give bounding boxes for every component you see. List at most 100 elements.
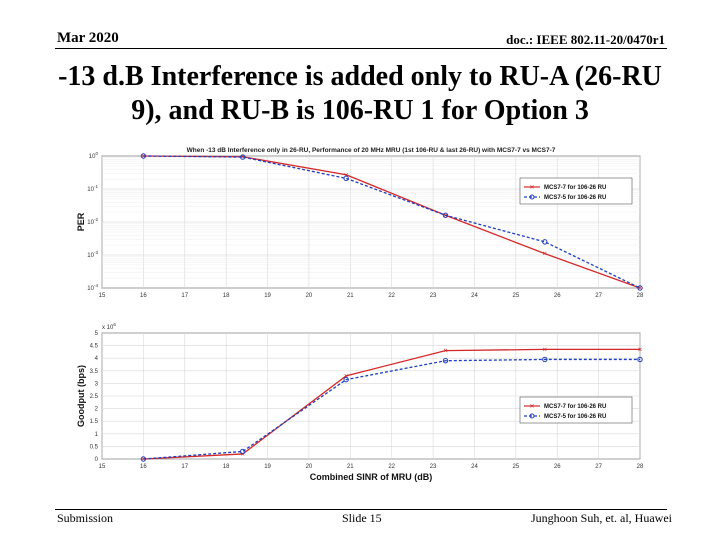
- x-tick-label: 17: [181, 464, 188, 470]
- chart-2: x 106 ✕ ✕ ✕ ✕ ✕ ✕ ✕ MCS7-7 for 106-26 RU MCS7-5 f…: [101, 322, 643, 463]
- data-point-marker: [240, 154, 246, 160]
- data-point-marker: [442, 358, 449, 364]
- x-tick-label: 19: [264, 464, 271, 470]
- legend-marker: [529, 194, 535, 200]
- legend-marker: ✕: [529, 404, 534, 410]
- chart-legend: ✕ MCS7-7 for 106-26 RU MCS7-5 for 106-26 R…: [519, 396, 633, 424]
- legend-box: [519, 396, 633, 424]
- data-point-marker: ✕: [141, 154, 146, 160]
- data-point-marker: ✕: [443, 213, 448, 219]
- y-tick-label: 4: [95, 356, 99, 362]
- footer-authors: Junghoon Suh, et. al, Huawei: [531, 511, 672, 525]
- y-tick-label: 5: [95, 331, 99, 337]
- legend-marker: [529, 413, 535, 419]
- x-axis-label: Combined SINR of MRU (dB): [310, 472, 432, 482]
- x-tick-label: 19: [264, 293, 271, 299]
- data-point-marker: ✕: [542, 347, 547, 353]
- data-point-marker: [240, 448, 246, 455]
- x-tick-label: 24: [471, 293, 478, 299]
- y-tick-label: 10-1: [87, 184, 98, 193]
- x-tick-label: 22: [388, 293, 395, 299]
- x-tick-label: 27: [595, 293, 602, 299]
- legend-label-1: MCS7-7 for 106-26 RU: [544, 185, 606, 191]
- data-point-marker: [542, 239, 548, 245]
- x-tick-label: 23: [430, 464, 437, 470]
- legend-box: [519, 177, 633, 205]
- x-tick-label: 18: [223, 464, 230, 470]
- y-tick-label: 2.5: [90, 394, 99, 400]
- x-tick-label: 16: [140, 464, 147, 470]
- y-tick-label: 10-4: [87, 283, 98, 292]
- x-tick-label: 28: [637, 293, 644, 299]
- legend-label-1: MCS7-7 for 106-26 RU: [544, 404, 606, 410]
- x-tick-label: 15: [99, 293, 106, 299]
- data-point-marker: [637, 285, 643, 291]
- y-tick-label: 100: [89, 151, 99, 160]
- series-line-1: [143, 348, 640, 460]
- y-tick-label: 3.5: [90, 369, 99, 375]
- x-tick-label: 24: [471, 464, 478, 470]
- data-point-marker: ✕: [240, 452, 245, 458]
- header-divider: [55, 48, 667, 49]
- x-tick-label: 26: [554, 464, 561, 470]
- x-tick-label: 25: [513, 464, 520, 470]
- header-doc-id: doc.: IEEE 802.11-20/0470r1: [506, 32, 665, 47]
- y-tick-label: 1: [95, 432, 99, 438]
- data-point-marker: [442, 212, 449, 218]
- x-tick-label: 17: [181, 293, 188, 299]
- x-tick-label: 23: [430, 293, 437, 299]
- slide-title-line2: 9), and RU-B is 106-RU 1 for Option 3: [131, 95, 589, 126]
- y-axis-label: Goodput (bps): [76, 365, 86, 427]
- footer-divider: [55, 509, 667, 510]
- x-tick-label: 20: [306, 293, 313, 299]
- data-point-marker: ✕: [344, 374, 349, 380]
- slide-title: -13 d.B Interference is added only to RU…: [0, 60, 720, 128]
- legend-label-2: MCS7-5 for 106-26 RU: [544, 195, 606, 201]
- x-tick-label: 21: [347, 293, 354, 299]
- x-tick-label: 21: [347, 464, 354, 470]
- chart-title: When -13 dB Interference only in 26-RU, …: [187, 147, 556, 154]
- header-date: Mar 2020: [57, 30, 119, 46]
- data-point-marker: [140, 456, 147, 462]
- x-tick-label: 18: [223, 293, 230, 299]
- series-line-2: [143, 358, 640, 460]
- y-multiplier-label: x 106: [102, 322, 116, 331]
- y-tick-label: 1.5: [90, 419, 99, 425]
- data-point-marker: ✕: [443, 349, 448, 355]
- data-point-marker: [542, 356, 548, 363]
- data-point-marker: ✕: [637, 286, 642, 292]
- data-point-marker: [140, 153, 147, 159]
- data-point-marker: ✕: [542, 252, 547, 258]
- x-tick-label: 20: [306, 464, 313, 470]
- y-tick-label: 4.5: [90, 344, 99, 350]
- chart-legend: ✕ MCS7-7 for 106-26 RU MCS7-5 for 106-26 R…: [519, 177, 633, 205]
- x-tick-label: 28: [637, 464, 644, 470]
- x-tick-label: 25: [513, 293, 520, 299]
- data-point-marker: ✕: [240, 155, 245, 161]
- data-point-marker: [343, 376, 349, 383]
- y-tick-label: 0: [95, 457, 99, 463]
- data-point-marker: [343, 175, 349, 182]
- x-tick-label: 22: [388, 464, 395, 470]
- x-tick-label: 27: [595, 464, 602, 470]
- legend-marker: ✕: [529, 185, 534, 191]
- x-tick-label: 15: [99, 464, 106, 470]
- data-point-marker: ✕: [637, 347, 642, 353]
- series-line-2: [143, 155, 641, 289]
- x-tick-label: 26: [554, 293, 561, 299]
- x-tick-label: 16: [140, 293, 147, 299]
- y-axis-label: PER: [76, 212, 86, 231]
- y-tick-label: 0.5: [90, 444, 99, 450]
- data-point-marker: ✕: [141, 457, 146, 463]
- y-tick-label: 10-3: [87, 250, 98, 259]
- y-tick-label: 10-2: [87, 217, 98, 226]
- footer-slide-number: Slide 15: [342, 511, 382, 525]
- data-point-marker: [637, 356, 643, 363]
- legend-label-2: MCS7-5 for 106-26 RU: [544, 414, 606, 420]
- slide-title-line1: -13 d.B Interference is added only to RU…: [58, 61, 662, 92]
- y-tick-label: 3: [95, 381, 99, 387]
- y-tick-label: 2: [95, 407, 99, 413]
- footer-submission: Submission: [57, 511, 114, 525]
